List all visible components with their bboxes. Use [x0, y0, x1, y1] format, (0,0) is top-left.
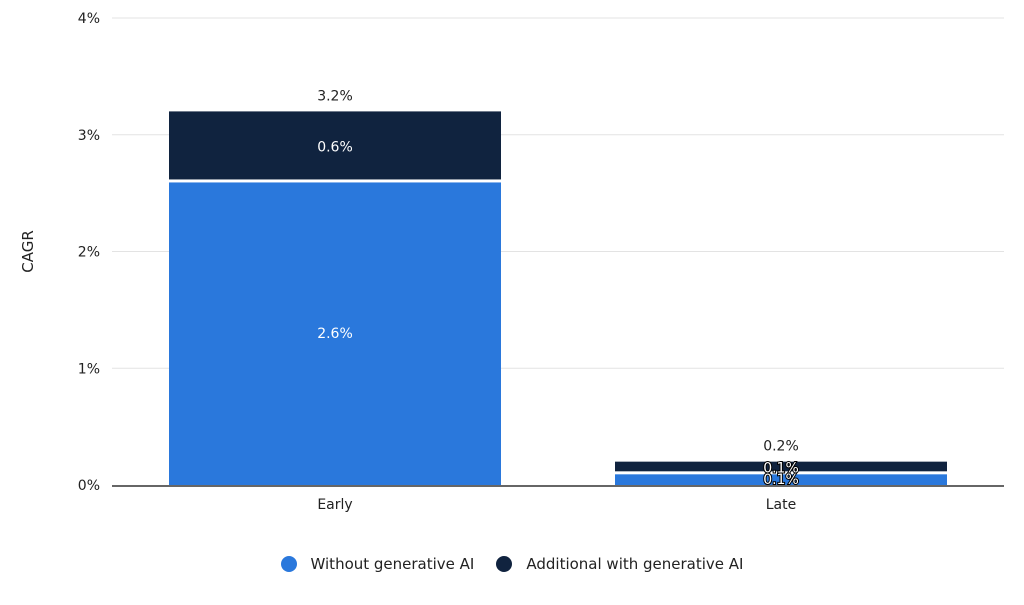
legend: Without generative AI Additional with ge… — [0, 555, 1024, 573]
bar-segment — [615, 461, 947, 472]
x-tick-label: Early — [317, 497, 352, 513]
y-axis-title: CAGR — [19, 230, 37, 273]
total-label: 0.2% — [763, 439, 799, 455]
data-label: 2.6% — [317, 326, 353, 342]
y-tick-label: 3% — [78, 128, 100, 144]
y-tick-label: 0% — [78, 478, 100, 494]
y-tick-label: 2% — [78, 245, 100, 261]
data-label: 0.1% — [763, 460, 799, 476]
total-label: 3.2% — [317, 88, 353, 104]
chart: 0% 1% 2% 3% 4% CAGR 2.6% 0.6% 3.2% Early 0.1%0.1% 0… — [19, 11, 1004, 513]
bar-segment — [169, 182, 501, 485]
legend-item-additional-ai[interactable]: Additional with generative AI — [496, 555, 743, 573]
data-label: 0.6% — [317, 139, 353, 155]
data-label: 0.1% — [763, 472, 799, 488]
legend-swatch-additional-ai — [496, 556, 513, 572]
legend-label: Without generative AI — [310, 555, 475, 573]
y-tick-label: 4% — [78, 11, 100, 27]
bar-segment — [615, 474, 947, 485]
bar-segment — [169, 111, 501, 180]
legend-label: Additional with generative AI — [526, 555, 744, 573]
x-tick-label: Late — [766, 497, 796, 513]
legend-item-without-ai[interactable]: Without generative AI — [280, 555, 475, 573]
legend-swatch-without-ai — [280, 556, 297, 572]
y-tick-label: 1% — [78, 361, 100, 377]
